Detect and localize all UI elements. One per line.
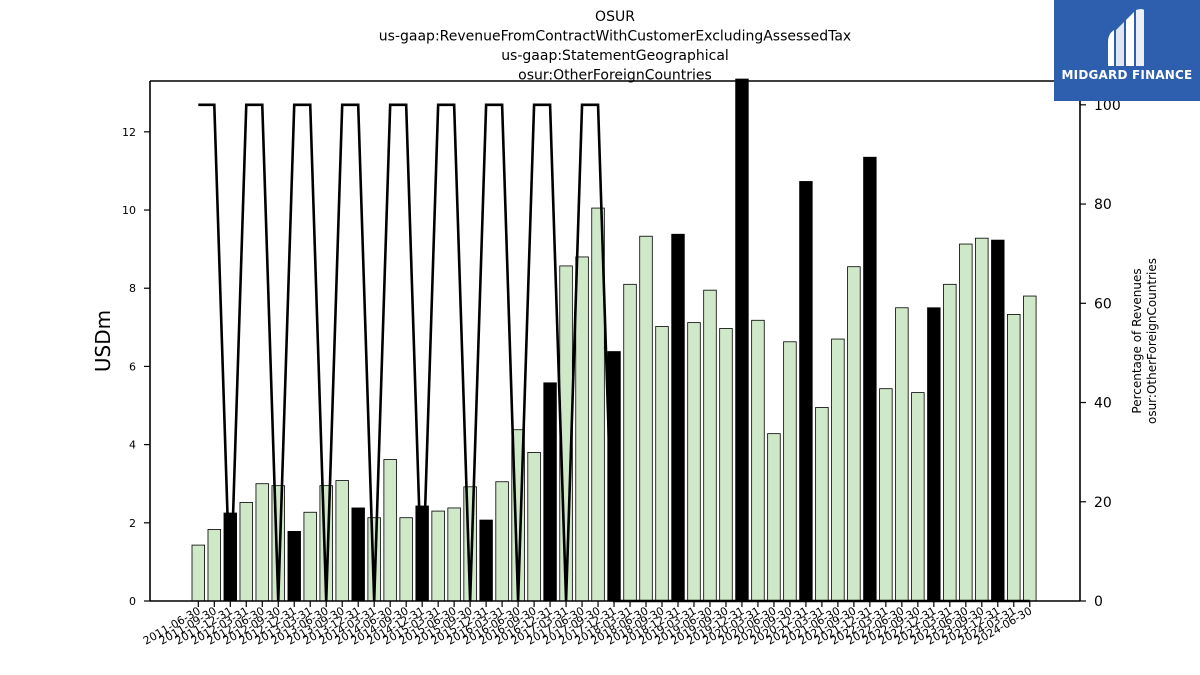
bar [751,319,765,602]
y-tick-label: 8 [129,282,136,295]
bar [847,266,861,602]
bar [767,433,781,602]
y2-tick-label: 60 [1094,296,1112,312]
bar [495,481,509,602]
bar [575,256,589,602]
bar [911,392,925,602]
logo-mark-icon [1108,9,1144,66]
chart-title: OSUR us-gaap:RevenueFromContractWithCusto… [379,9,851,84]
bar [927,307,941,602]
bar [815,407,829,602]
y2-tick-label: 40 [1094,396,1112,412]
bar [943,283,957,602]
bar [703,289,717,602]
x-axis-ticks: 2011-06-302011-09-302011-12-312012-03-31… [141,601,1034,648]
chart-title-line: us-gaap:RevenueFromContractWithCustomerE… [379,29,851,45]
bar [239,502,253,602]
bar [959,243,973,602]
bar [255,483,269,602]
y2-axis-title-line: Percentage of Revenues [1130,268,1144,413]
bar [879,388,893,602]
bar [479,519,493,602]
bar [207,529,221,602]
y-axis-ticks: 0 2 4 6 8 10 12 [122,126,150,608]
bar [543,382,557,602]
bar [991,239,1005,602]
bar [687,322,701,602]
bar [863,156,877,602]
bar [799,181,813,602]
y2-axis-ticks: 0 20 40 60 80 100 [1080,98,1121,610]
y2-tick-label: 100 [1094,98,1121,114]
y-tick-label: 6 [129,360,136,373]
logo-text: MIDGARD FINANCE [1061,68,1193,82]
bar [527,452,541,602]
bar [351,507,365,602]
axis-titles: USDm Percentage of Revenues osur:OtherFore… [91,258,1159,424]
bar [895,307,909,602]
y2-tick-label: 20 [1094,495,1112,511]
y2-axis-title-line: osur:OtherForeignCountries [1145,258,1159,424]
midgard-finance-logo: MIDGARD FINANCE [1054,0,1200,101]
bar [303,511,317,602]
bar [431,510,445,602]
y2-tick-label: 80 [1094,197,1112,213]
chart-title-line: us-gaap:StatementGeographical [501,48,729,64]
y2-tick-label: 0 [1094,594,1103,610]
chart-title-line: osur:OtherForeignCountries [518,68,712,84]
bar [1023,295,1037,602]
bar [335,480,349,602]
bar [399,517,413,602]
bar [447,507,461,602]
bar [783,341,797,602]
y-tick-label: 0 [129,595,136,608]
bar [655,326,669,602]
y-tick-label: 4 [129,439,136,452]
axes [149,80,1081,602]
y-tick-label: 2 [129,517,136,530]
bar [975,237,989,602]
bar [639,235,653,602]
bar [623,283,637,602]
bar [671,233,685,602]
bar [1007,314,1021,602]
bar [383,459,397,602]
bar [287,531,301,602]
bar [191,544,206,602]
y-tick-label: 12 [122,126,136,139]
bar-series [191,78,1037,602]
bar [831,338,845,602]
y-axis-title: USDm [91,310,115,372]
y-tick-label: 10 [122,204,136,217]
chart-title-line: OSUR [595,9,635,25]
bar [735,78,749,602]
bar [719,328,733,602]
